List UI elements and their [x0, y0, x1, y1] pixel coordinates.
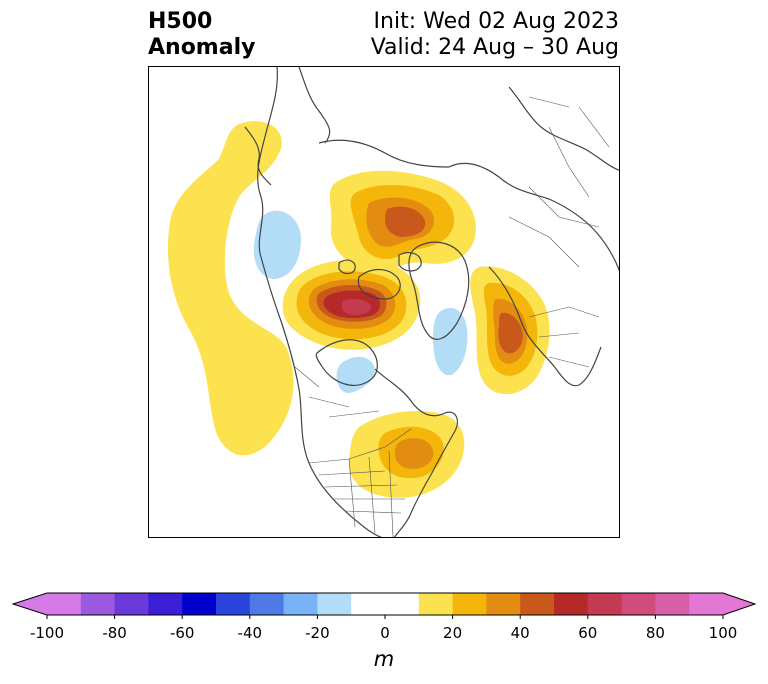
- colorbar-bin-4: [182, 593, 217, 615]
- siberia-coastline: [318, 139, 450, 168]
- colorbar-tick-label-1: -80: [102, 624, 127, 642]
- colorbar-extend-low: [13, 593, 47, 615]
- colorbar-bin-3: [148, 593, 183, 615]
- colorbar-bin-1: [80, 593, 116, 615]
- europe-borders: [508, 186, 600, 368]
- western-canada-trough-neg: [253, 210, 301, 279]
- us-state-lines: [318, 450, 405, 537]
- eurasia-north-coastline: [448, 162, 619, 272]
- colorbar-tick-label-3: -40: [237, 624, 263, 642]
- greenland-coastline: [408, 241, 470, 340]
- colorbar-bin-13: [520, 593, 555, 615]
- colorbar-bin-11: [452, 593, 487, 615]
- anomaly-shading: [167, 121, 550, 498]
- east-canada-coastline: [374, 368, 458, 432]
- colorbar-tick-label-8: 60: [578, 624, 598, 642]
- colorbar-bin-18: [689, 593, 724, 615]
- title-init-time: Init: Wed 02 Aug 2023: [373, 9, 619, 34]
- colorbar-bin-15: [587, 593, 623, 615]
- asia-east-coastline: [508, 86, 619, 171]
- map-panel: [148, 66, 620, 538]
- colorbar-bin-0: [47, 593, 82, 615]
- colorbar-tick-label-2: -60: [169, 624, 195, 642]
- colorbar: [11, 592, 757, 619]
- title-valid-period: Valid: 24 Aug – 30 Aug: [370, 35, 619, 60]
- kamchatka-coastline: [298, 67, 331, 144]
- alaska-coastline: [244, 126, 272, 186]
- colorbar-bin-8: [317, 593, 352, 615]
- colorbar-bin-10: [418, 593, 454, 615]
- colorbar-bin-14: [554, 593, 589, 615]
- colorbar-bin-7: [283, 593, 318, 615]
- title-field-type: Anomaly: [148, 35, 256, 60]
- colorbar-tick-label-6: 20: [443, 624, 463, 642]
- colorbar-bin-16: [621, 593, 656, 615]
- colorbar-tick-label-0: -100: [29, 624, 65, 642]
- colorbar-bin-12: [486, 593, 521, 615]
- siberian-ridge-40: [384, 206, 426, 237]
- political-borders: [294, 96, 610, 537]
- greenland-trough-neg: [433, 307, 468, 376]
- colorbar-extend-high: [723, 593, 755, 615]
- eastern-us-ridge-30: [394, 438, 434, 469]
- canada-provinces: [294, 366, 380, 418]
- colorbar-tick-label-7: 40: [510, 624, 530, 642]
- scandinavian-ridge-40: [498, 312, 523, 354]
- colorbar-bin-9: [351, 593, 420, 615]
- colorbar-tick-label-5: 0: [380, 624, 390, 642]
- asia-borders: [528, 96, 610, 198]
- colorbar-unit-label: m: [373, 647, 395, 671]
- title-right: Init: Wed 02 Aug 2023 Valid: 24 Aug – 30…: [371, 9, 619, 61]
- title-variable: H500: [148, 9, 213, 34]
- hudson-bay-coastline: [315, 339, 378, 386]
- colorbar-bin-2: [114, 593, 149, 615]
- colorbar-bin-17: [655, 593, 690, 615]
- colorbar-tick-label-4: -20: [305, 624, 330, 642]
- colorbar-tick-label-9: 80: [645, 624, 665, 642]
- us-canada-border: [308, 428, 412, 464]
- hudson-ridge-60: [341, 298, 372, 315]
- europe-coastline: [488, 266, 602, 387]
- anomaly-map: [167, 67, 619, 537]
- north-pacific-ridge-10: [167, 121, 294, 456]
- us-east-coastline: [393, 430, 456, 537]
- arctic-islands: [338, 252, 422, 300]
- coastlines: [244, 67, 619, 537]
- colorbar-tick-label-10: 100: [708, 624, 738, 642]
- title-left: H500 Anomaly: [148, 9, 255, 61]
- na-west-coastline: [257, 67, 382, 537]
- great-lakes-trough-neg: [336, 356, 375, 393]
- colorbar-bin-6: [249, 593, 285, 615]
- colorbar-bin-5: [216, 593, 251, 615]
